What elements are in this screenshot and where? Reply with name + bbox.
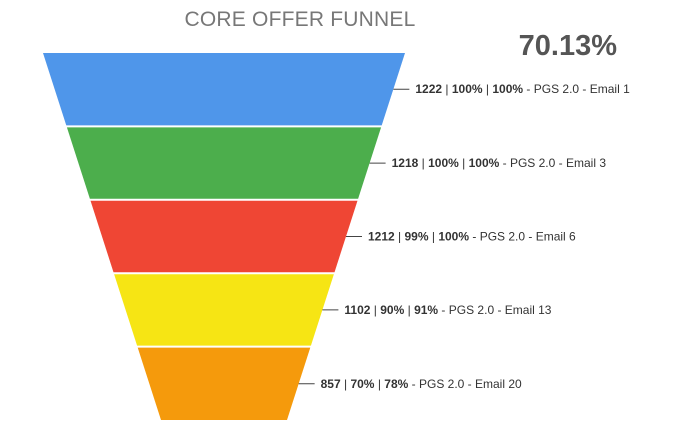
chart-title: CORE OFFER FUNNEL: [184, 8, 416, 31]
funnel-label-1: 1222 | 100% | 100% - PGS 2.0 - Email 1: [415, 82, 630, 96]
overall-conversion-value: 70.13%: [518, 30, 617, 62]
funnel-segment-1: [43, 53, 405, 126]
funnel-segment-3: [90, 200, 358, 273]
funnel-label-2: 1218 | 100% | 100% - PGS 2.0 - Email 3: [392, 156, 607, 170]
funnel-segment-5: [137, 347, 311, 420]
funnel-segment-2: [66, 127, 382, 199]
funnel-label-5: 857 | 70% | 78% - PGS 2.0 - Email 20: [321, 377, 522, 391]
funnel-label-4: 1102 | 90% | 91% - PGS 2.0 - Email 13: [344, 303, 551, 317]
funnel-segment-4: [114, 274, 334, 346]
funnel-label-3: 1212 | 99% | 100% - PGS 2.0 - Email 6: [368, 230, 576, 244]
